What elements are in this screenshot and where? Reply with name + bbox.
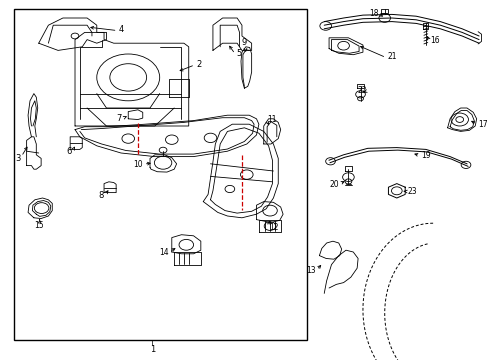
- Text: 9: 9: [241, 38, 246, 47]
- Text: 8: 8: [99, 191, 104, 199]
- Text: 7: 7: [116, 114, 122, 123]
- Bar: [14, 9, 306, 340]
- Text: 13: 13: [305, 266, 315, 275]
- Text: 17: 17: [477, 120, 487, 129]
- Text: 4: 4: [118, 25, 123, 34]
- Text: 11: 11: [267, 115, 277, 124]
- Text: 3: 3: [15, 154, 20, 163]
- Text: 22: 22: [357, 86, 366, 95]
- Text: 1: 1: [149, 346, 155, 354]
- Text: 5: 5: [236, 49, 241, 58]
- Text: 23: 23: [407, 187, 417, 196]
- Text: 2: 2: [196, 60, 201, 69]
- Text: 10: 10: [133, 161, 142, 170]
- Text: 21: 21: [386, 53, 396, 62]
- Text: 6: 6: [66, 147, 71, 156]
- Text: 18: 18: [368, 9, 378, 18]
- Text: 19: 19: [420, 151, 430, 160]
- Text: 16: 16: [430, 36, 439, 45]
- Text: 15: 15: [34, 220, 43, 230]
- Text: 12: 12: [269, 223, 279, 232]
- Text: 20: 20: [328, 180, 338, 189]
- Text: 14: 14: [159, 248, 168, 257]
